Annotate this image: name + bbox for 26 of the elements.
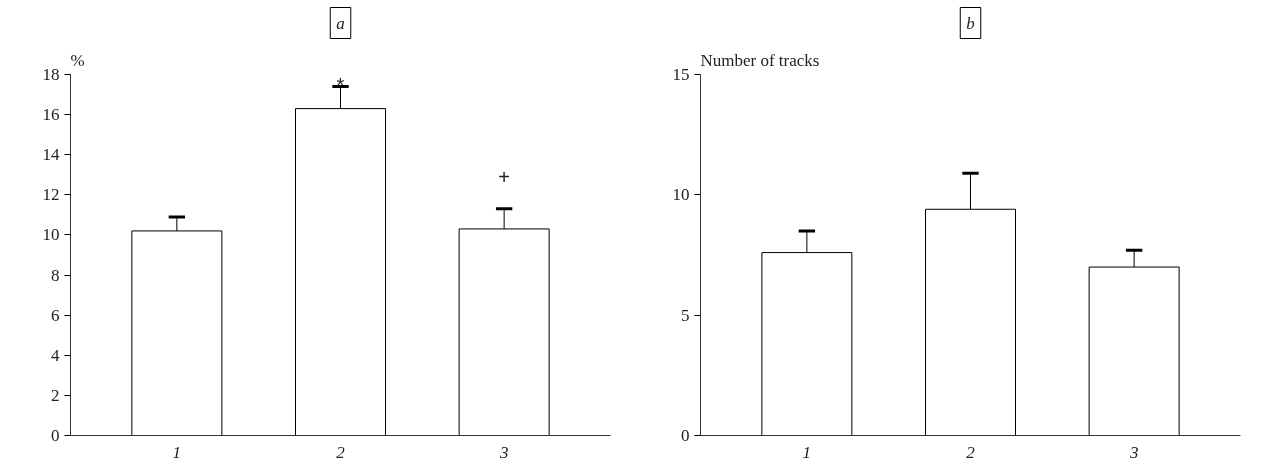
annotation: +: [498, 165, 510, 188]
y-tick-label: 12: [42, 185, 60, 205]
y-tick-label: 0: [51, 426, 60, 445]
annotation: *: [336, 73, 345, 96]
chart-title: a: [336, 13, 345, 33]
x-tick-label: 1: [172, 442, 182, 462]
y-axis-title: %: [70, 50, 85, 70]
y-tick-label: 18: [42, 65, 60, 84]
x-tick-label: 3: [498, 442, 509, 462]
y-tick-label: 6: [51, 305, 60, 325]
x-tick-label: 3: [1128, 442, 1139, 462]
y-tick-label: 0: [681, 426, 690, 445]
y-tick-label: 16: [42, 105, 60, 125]
y-axis-title: Number of tracks: [700, 50, 820, 70]
y-tick-label: 4: [51, 345, 60, 365]
y-tick-label: 5: [681, 305, 690, 325]
y-tick-label: 8: [51, 265, 60, 285]
y-tick-label: 10: [42, 225, 60, 245]
y-tick-label: 2: [51, 385, 60, 405]
x-tick-label: 1: [802, 442, 812, 462]
chart-title: b: [966, 13, 975, 33]
x-tick-label: 2: [336, 442, 346, 462]
y-tick-label: 14: [42, 145, 60, 165]
y-tick-label: 10: [672, 185, 690, 205]
y-tick-label: 15: [672, 65, 690, 84]
x-tick-label: 2: [966, 442, 976, 462]
